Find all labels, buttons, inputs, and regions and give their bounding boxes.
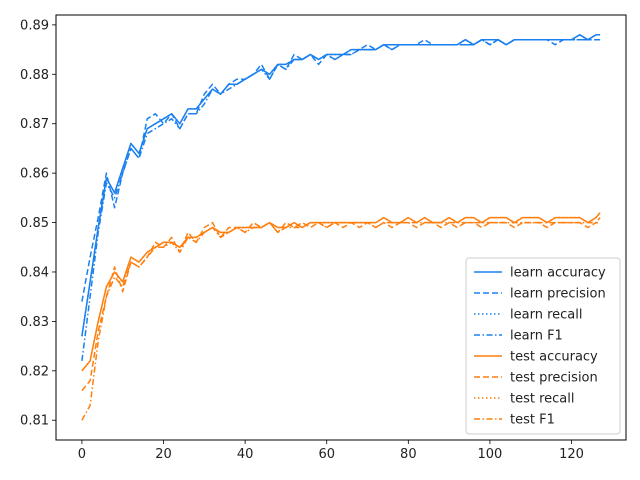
legend-box: [465, 257, 621, 435]
y-tick-label: 0.83: [20, 315, 49, 330]
series-line-test-f1: [81, 217, 601, 421]
y-tick-label: 0.84: [20, 265, 49, 280]
y-tick-label: 0.89: [20, 18, 49, 33]
series-line-learn-f1: [81, 38, 601, 361]
legend-label-learn-f1: learn F1: [510, 329, 563, 344]
y-tick-label: 0.87: [20, 117, 49, 132]
x-tick-label: 80: [400, 447, 417, 462]
legend: learn accuracy learn precision learn recal…: [465, 257, 621, 435]
y-axis: 0.81 0.82 0.83 0.84 0.85 0.86 0.87 0.88 0.89: [20, 18, 56, 429]
legend-label-test-f1: test F1: [510, 413, 555, 428]
y-tick-label: 0.85: [20, 216, 49, 231]
y-tick-label: 0.82: [20, 364, 49, 379]
x-tick-label: 0: [78, 447, 86, 462]
y-tick-label: 0.88: [20, 68, 49, 83]
legend-label-test-recall: test recall: [510, 392, 575, 407]
x-tick-label: 60: [318, 447, 335, 462]
x-tick-label: 20: [155, 447, 172, 462]
x-tick-label: 100: [478, 447, 503, 462]
x-axis: 0 20 40 60 80 100 120: [78, 440, 584, 462]
legend-label-learn-precision: learn precision: [510, 287, 606, 302]
x-tick-label: 120: [559, 447, 584, 462]
legend-label-learn-accuracy: learn accuracy: [510, 266, 606, 281]
plot-frame: [55, 14, 627, 441]
series-line-test-precision: [81, 221, 601, 392]
series-layer: [81, 34, 601, 421]
legend-label-learn-recall: learn recall: [510, 308, 582, 323]
series-line-learn-recall: [81, 34, 601, 337]
y-tick-label: 0.81: [20, 414, 49, 429]
legend-label-test-precision: test precision: [510, 371, 598, 386]
legend-label-test-accuracy: test accuracy: [510, 350, 598, 365]
y-tick-label: 0.86: [20, 167, 49, 182]
x-tick-label: 40: [237, 447, 254, 462]
